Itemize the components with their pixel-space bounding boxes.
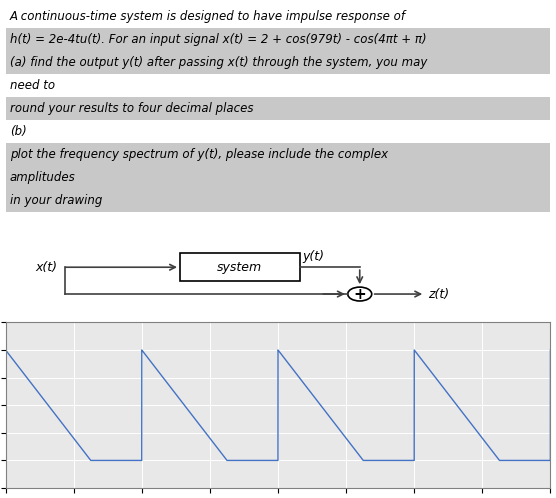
Text: h(t) = 2e-4tu(t). For an input signal x(t) = 2 + cos(979t) - cos(4πt + π): h(t) = 2e-4tu(t). For an input signal x(… (10, 33, 426, 46)
Text: need to: need to (10, 79, 55, 92)
Bar (6, 143, 550, 166)
Text: plot the frequency spectrum of y(t), please include the complex: plot the frequency spectrum of y(t), ple… (10, 148, 388, 161)
Bar (6, 189, 550, 212)
Text: in your drawing: in your drawing (10, 194, 102, 207)
Text: z(t): z(t) (428, 287, 449, 301)
Text: (b): (b) (10, 125, 27, 138)
Text: +: + (354, 286, 366, 302)
Text: x(t): x(t) (36, 261, 57, 274)
Text: system: system (217, 261, 262, 274)
Bar (6, 51, 550, 74)
Text: A continuous-time system is designed to have impulse response of: A continuous-time system is designed to … (10, 10, 406, 23)
Text: round your results to four decimal places: round your results to four decimal place… (10, 102, 254, 115)
Bar (180, 253, 300, 281)
Bar (6, 97, 550, 120)
Bar (6, 166, 550, 189)
Bar (6, 28, 550, 51)
Text: y(t): y(t) (302, 250, 325, 263)
Circle shape (348, 287, 372, 301)
Text: (a) find the output y(t) after passing x(t) through the system, you may: (a) find the output y(t) after passing x… (10, 56, 428, 69)
Text: amplitudes: amplitudes (10, 171, 76, 184)
